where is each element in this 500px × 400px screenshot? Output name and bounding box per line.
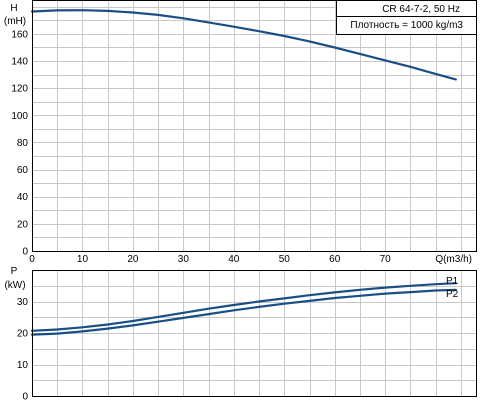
flow-x-tick-label: 20 (127, 254, 139, 265)
head-y-tick-label: 20 (17, 219, 29, 230)
head-y-tick-label: 40 (17, 192, 29, 203)
info-box (336, 0, 477, 35)
flow-x-tick-label: 50 (279, 254, 291, 265)
head-y-tick-label: 140 (11, 57, 28, 68)
flow-axis-label: Q(m3/h) (435, 254, 472, 265)
power-y-tick-label: 10 (17, 360, 29, 371)
series-label-p2: P2 (446, 289, 459, 300)
power-chart-series (30, 282, 457, 336)
density-label: Плотность = 1000 kg/m3 (350, 20, 463, 31)
head-y-tick-label: 120 (11, 84, 28, 95)
power-y-tick-label: 0 (22, 392, 28, 400)
model-label: CR 64-7-2, 50 Hz (382, 4, 460, 15)
head-series-line-0 (30, 9, 457, 81)
head-y-tick-label: 160 (11, 29, 28, 40)
power-series-line-p1 (30, 282, 457, 332)
flow-x-tick-label: 60 (329, 254, 341, 265)
power-y-tick-label: 20 (17, 329, 29, 340)
power-series-line-p2 (30, 288, 457, 336)
series-label-p1: P1 (446, 276, 459, 287)
head-y-tick-label: 80 (17, 138, 29, 149)
head-y-tick-labels: 0 20 40 60 80 100 120 140 160 (11, 29, 28, 257)
power-axis-unit: (kW) (4, 280, 25, 291)
flow-x-tick-label: 30 (178, 254, 190, 265)
head-chart-frame (32, 0, 477, 252)
power-chart-grid (32, 270, 476, 396)
power-axis-label: P (11, 266, 18, 277)
head-y-tick-label: 60 (17, 165, 29, 176)
head-chart-series (30, 9, 457, 81)
power-chart-frame (32, 270, 477, 397)
power-y-tick-label: 30 (17, 297, 29, 308)
head-axis-label: H (10, 3, 17, 14)
flow-x-tick-label: 10 (77, 254, 89, 265)
head-chart-grid (32, 0, 476, 251)
power-y-tick-labels: 0 10 20 30 (17, 297, 29, 400)
head-axis-unit: (mH) (4, 16, 26, 27)
head-y-tick-label: 100 (11, 111, 28, 122)
head-y-tick-label: 0 (22, 247, 28, 258)
head-x-tick-labels: 0 10 20 30 40 50 60 70 (29, 254, 391, 265)
flow-x-tick-label: 70 (380, 254, 392, 265)
flow-x-tick-label: 40 (228, 254, 240, 265)
flow-x-tick-label: 0 (29, 254, 35, 265)
